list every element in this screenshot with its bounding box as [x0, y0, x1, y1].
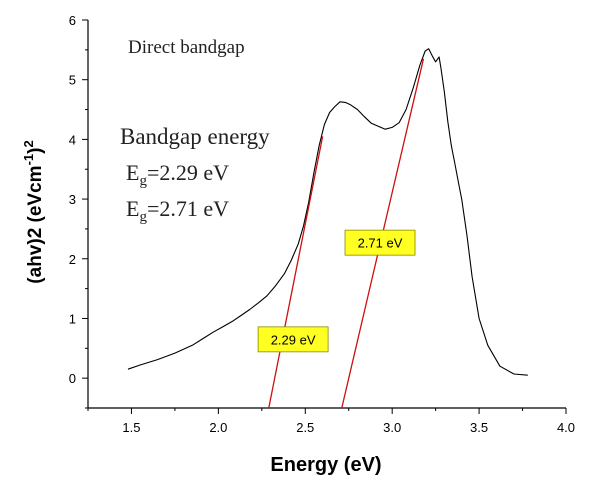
annotation-eg-2-prefix: E: [126, 196, 139, 221]
fit-line: [268, 136, 324, 409]
x-axis: 1.5 2.0 2.5 3.0 3.5 4.0: [87, 408, 575, 435]
y-axis-title-sup: -1: [21, 154, 36, 166]
badge-box: [257, 326, 329, 353]
annotation-eg-1-prefix: E: [126, 160, 139, 185]
y-tick-label: 5: [69, 73, 76, 88]
x-tick-label: 1.5: [122, 420, 140, 435]
bandgap-badge: 2.71 eV: [344, 229, 416, 256]
x-tick-label: 3.5: [470, 420, 488, 435]
x-tick-label: 2.5: [296, 420, 314, 435]
y-axis-title-main: (ahv)2 (eVcm: [25, 165, 46, 283]
badge-label: 2.29 eV: [271, 332, 316, 347]
y-axis-title-close: ): [25, 148, 46, 154]
series-layer: [127, 48, 528, 376]
annotation-eg-2-value: =2.71 eV: [147, 196, 229, 221]
annotation-eg-1-value: =2.29 eV: [147, 160, 229, 185]
annotation-heading: Bandgap energy: [120, 124, 270, 149]
y-tick-label: 2: [69, 252, 76, 267]
y-tick-label: 4: [69, 132, 76, 147]
y-tick-label: 6: [69, 13, 76, 28]
y-tick-label: 0: [69, 371, 76, 386]
x-tick-label: 3.0: [383, 420, 401, 435]
plot-area: [87, 20, 566, 409]
y-tick-label: 1: [69, 311, 76, 326]
annotation-eg-2-sub: g: [139, 209, 147, 225]
x-tick-label: 4.0: [557, 420, 575, 435]
badge-label: 2.71 eV: [358, 236, 403, 251]
annotation-eg-2: Eg=2.71 eV: [126, 196, 229, 225]
x-tick-label: 2.0: [209, 420, 227, 435]
y-tick-label: 3: [69, 192, 76, 207]
annotation-eg-1: Eg=2.29 eV: [126, 160, 229, 189]
y-axis-title: (ahv)2 (eVcm-1)2: [21, 140, 46, 283]
bandgap-badge: 2.29 eV: [257, 326, 329, 353]
badge-layer: 2.29 eV 2.71 eV: [257, 229, 416, 353]
annotation-title: Direct bandgap: [128, 37, 245, 58]
badge-box: [344, 229, 416, 256]
y-axis-title-sup2: 2: [21, 140, 36, 147]
annotation-eg-1-sub: g: [139, 173, 147, 189]
y-axis: 0 1 2 3 4 5 6: [69, 13, 88, 409]
series-line: [127, 48, 528, 376]
x-axis-title: Energy (eV): [270, 454, 381, 476]
